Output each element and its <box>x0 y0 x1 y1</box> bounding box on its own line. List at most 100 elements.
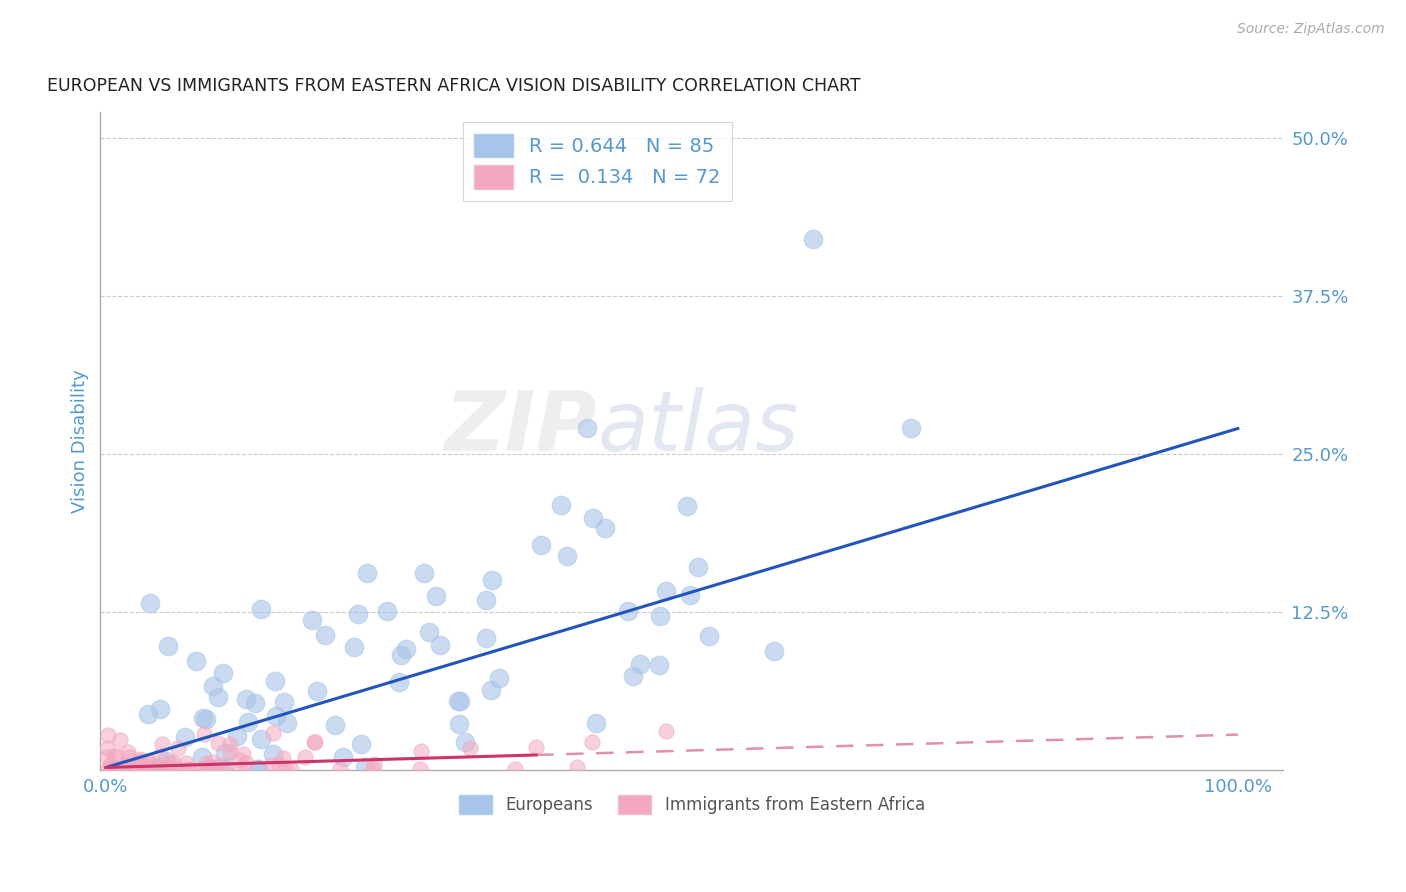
Point <box>479 683 502 698</box>
Point <box>229 763 252 777</box>
Point <box>235 692 257 706</box>
Point <box>165 763 187 777</box>
Point <box>143 762 166 776</box>
Point <box>555 549 578 563</box>
Point <box>803 232 825 246</box>
Point <box>648 609 671 624</box>
Point <box>411 744 433 758</box>
Point <box>449 694 471 708</box>
Point <box>134 758 156 772</box>
Point <box>280 763 302 777</box>
Point <box>447 694 470 708</box>
Point <box>418 624 440 639</box>
Point <box>219 745 242 759</box>
Point <box>654 583 676 598</box>
Point <box>409 763 432 777</box>
Point <box>155 762 177 776</box>
Point <box>191 710 214 724</box>
Point <box>271 751 294 765</box>
Point <box>263 673 285 688</box>
Point <box>413 566 436 580</box>
Point <box>575 421 598 435</box>
Point <box>332 750 354 764</box>
Point <box>262 747 284 761</box>
Point <box>763 643 786 657</box>
Point <box>166 740 188 755</box>
Point <box>179 763 201 777</box>
Point <box>503 763 526 777</box>
Point <box>524 740 547 755</box>
Point <box>356 566 378 581</box>
Text: Source: ZipAtlas.com: Source: ZipAtlas.com <box>1237 22 1385 37</box>
Point <box>139 596 162 610</box>
Point <box>276 715 298 730</box>
Point <box>125 762 148 776</box>
Point <box>301 613 323 627</box>
Point <box>105 763 128 777</box>
Point <box>125 758 148 772</box>
Point <box>105 749 128 764</box>
Point <box>97 728 120 742</box>
Point <box>314 628 336 642</box>
Point <box>194 712 217 726</box>
Point <box>201 762 224 776</box>
Point <box>249 731 271 746</box>
Text: atlas: atlas <box>598 387 799 468</box>
Point <box>129 754 152 768</box>
Point <box>305 683 328 698</box>
Point <box>136 707 159 722</box>
Point <box>294 750 316 764</box>
Point <box>395 642 418 657</box>
Point <box>207 690 229 704</box>
Point <box>117 745 139 759</box>
Point <box>202 763 225 777</box>
Point <box>273 695 295 709</box>
Point <box>114 756 136 771</box>
Point <box>103 748 125 763</box>
Point <box>481 573 503 587</box>
Point <box>149 749 172 764</box>
Point <box>205 762 228 776</box>
Point <box>190 763 212 777</box>
Point <box>195 756 218 770</box>
Point <box>136 754 159 768</box>
Point <box>157 763 180 777</box>
Text: EUROPEAN VS IMMIGRANTS FROM EASTERN AFRICA VISION DISABILITY CORRELATION CHART: EUROPEAN VS IMMIGRANTS FROM EASTERN AFRI… <box>48 78 860 95</box>
Point <box>235 756 257 770</box>
Point <box>679 589 702 603</box>
Point <box>219 737 242 751</box>
Point <box>207 735 229 749</box>
Point <box>475 632 498 646</box>
Point <box>354 760 377 774</box>
Point <box>425 589 447 603</box>
Point <box>697 630 720 644</box>
Point <box>153 762 176 776</box>
Point <box>363 756 385 771</box>
Point <box>475 592 498 607</box>
Point <box>269 758 291 772</box>
Point <box>117 750 139 764</box>
Point <box>173 730 195 744</box>
Point <box>343 640 366 655</box>
Point <box>176 763 198 777</box>
Point <box>134 762 156 776</box>
Point <box>447 717 470 731</box>
Point <box>197 763 219 777</box>
Point <box>159 755 181 769</box>
Point <box>361 763 384 777</box>
Point <box>193 726 215 740</box>
Point <box>304 735 326 749</box>
Point <box>655 724 678 739</box>
Point <box>675 500 697 514</box>
Point <box>647 657 669 672</box>
Point <box>232 747 254 761</box>
Point <box>197 762 219 776</box>
Point <box>211 665 233 680</box>
Point <box>155 754 177 768</box>
Point <box>148 758 170 772</box>
Point <box>97 763 120 777</box>
Point <box>184 654 207 668</box>
Point <box>585 715 607 730</box>
Point <box>228 753 250 767</box>
Point <box>686 559 709 574</box>
